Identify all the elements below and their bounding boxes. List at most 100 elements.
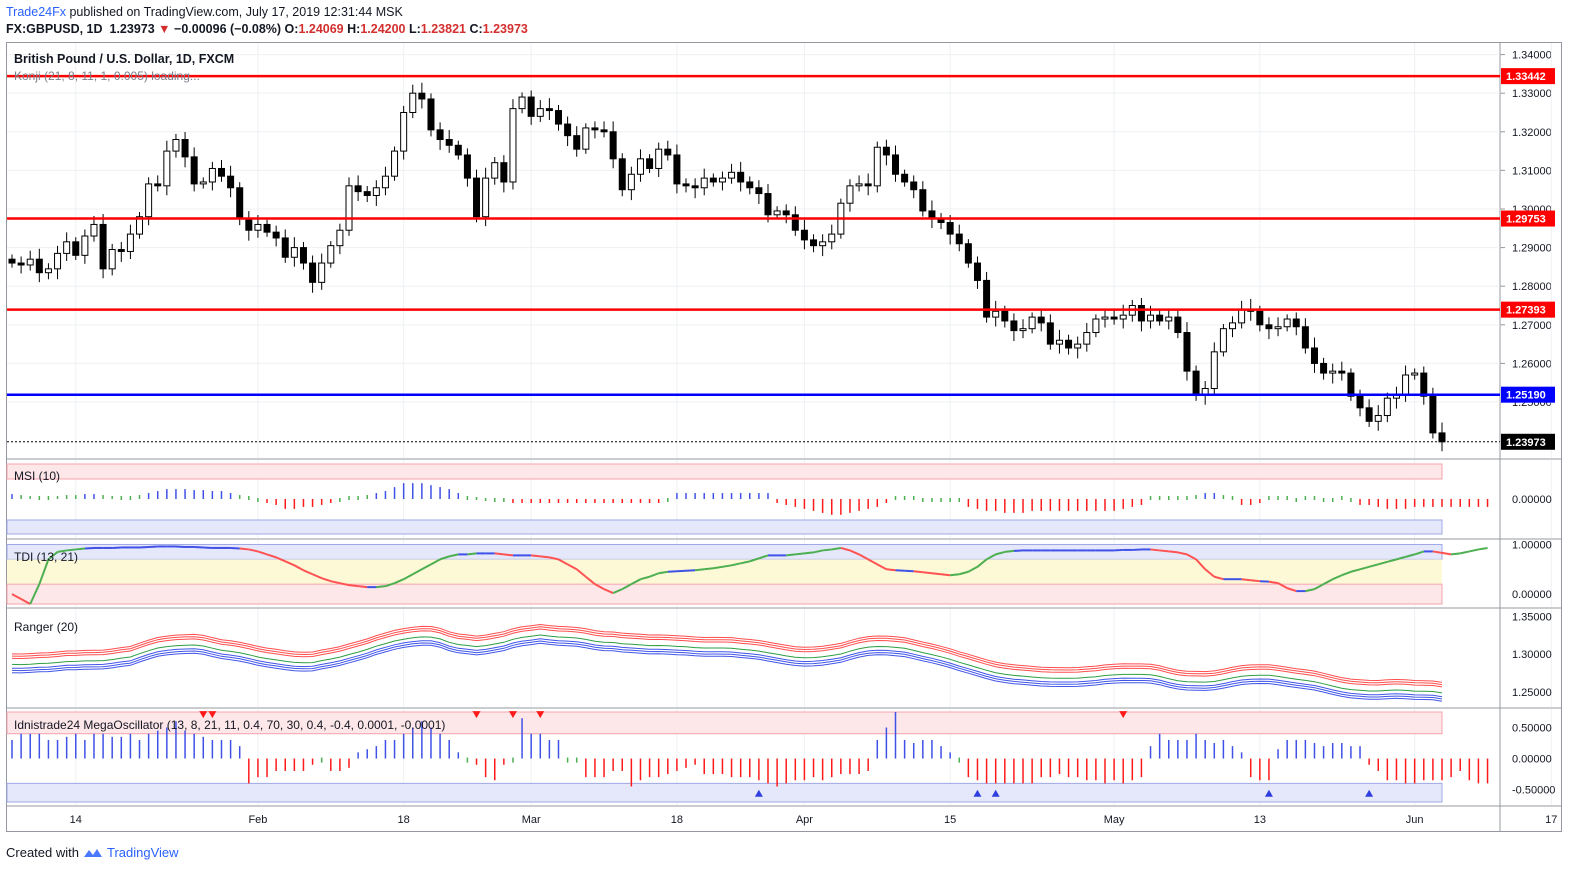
candle (618, 153, 626, 197)
candle-body (354, 185, 362, 193)
candle-body (810, 239, 818, 247)
candle (1165, 310, 1173, 330)
tdi-line-segment (630, 578, 641, 586)
x-tick-label: Jun (1406, 814, 1424, 826)
mega-y-tick-label: -0.50000 (1512, 785, 1555, 797)
x-tick-label: 14 (70, 814, 82, 826)
tdi-line-segment (29, 583, 41, 605)
candle (290, 237, 298, 267)
tdi-line-segment (695, 568, 705, 572)
candle-body (919, 189, 927, 212)
candle (1083, 323, 1091, 352)
mega-title: Idnistrade24 MegaOscillator (13, 8, 21, … (14, 718, 445, 732)
last-price-label: 1.23973 (1501, 433, 1555, 450)
y-tick-label: 1.29000 (1512, 243, 1552, 255)
candle-body (8, 258, 16, 264)
tdi-line-segment (813, 549, 823, 554)
tdi-line-segment (621, 583, 632, 591)
candle (17, 256, 25, 274)
candle-body (136, 216, 144, 235)
tdi-line-segment (995, 550, 1006, 556)
candle-body (527, 96, 535, 117)
candle-body (664, 148, 672, 156)
candle (746, 176, 754, 195)
candle-body (1438, 432, 1446, 443)
open-value: 1.24069 (298, 22, 344, 36)
candle (964, 239, 972, 268)
candle-body (1274, 326, 1282, 330)
candle (1429, 387, 1437, 439)
tdi-line-segment (47, 551, 59, 561)
candle (172, 133, 180, 158)
candle (72, 237, 80, 260)
mega-down-marker (472, 711, 481, 719)
tdi-line-segment (1195, 558, 1206, 570)
candle-body (1037, 316, 1045, 324)
candle (44, 263, 52, 280)
open-label: O: (284, 22, 299, 36)
candle (381, 166, 389, 196)
candle (409, 84, 417, 119)
tdi-line-segment (421, 563, 432, 571)
candle-body (190, 156, 198, 185)
mega-down-marker (208, 711, 217, 719)
candle-body (381, 175, 389, 189)
candle (1392, 386, 1400, 409)
candle-body (1347, 372, 1355, 397)
candle-body (1429, 395, 1437, 434)
tdi-line-segment (594, 583, 605, 591)
candle (973, 256, 981, 289)
candle (1010, 313, 1018, 342)
candle (318, 253, 326, 290)
tdi-line-segment (731, 562, 741, 567)
candle-body (1010, 320, 1018, 332)
tdi-line-segment (1250, 579, 1260, 583)
candle-body (509, 108, 517, 183)
tdi-line-segment (603, 588, 614, 595)
down-arrow-icon: ▼ (158, 22, 171, 36)
candle-body (600, 129, 608, 133)
candle-body (627, 173, 635, 191)
candle (682, 178, 690, 193)
tdi-line-segment (1268, 580, 1279, 585)
candle (582, 123, 590, 154)
tdi-line-segment (1469, 548, 1479, 553)
candle-body (655, 148, 663, 169)
candle-body (427, 98, 435, 131)
candle (463, 148, 471, 187)
candle-body (299, 247, 307, 264)
tdi-line-segment (439, 555, 450, 561)
candle-body (1119, 314, 1127, 320)
candle (1420, 366, 1428, 405)
candle-body (281, 237, 289, 258)
candle-body (700, 177, 708, 189)
candle-body (391, 150, 399, 177)
candle (1055, 329, 1063, 354)
mega-y-tick-label: 0.50000 (1512, 723, 1552, 735)
candle-body (482, 177, 490, 218)
tdi-line-segment (503, 553, 514, 557)
candle (664, 140, 672, 161)
msi-y-tick-label: 0.00000 (1512, 494, 1552, 506)
ranger-y-tick-label: 1.35000 (1512, 612, 1552, 624)
tdi-line-segment (558, 558, 569, 566)
tradingview-link[interactable]: TradingView (106, 845, 179, 860)
candle-body (892, 154, 900, 175)
tdi-y-tick-label: 1.00000 (1512, 539, 1552, 551)
mega-down-marker (1119, 711, 1128, 719)
tdi-upper-band (6, 543, 1443, 560)
tdi-line-segment (1450, 552, 1461, 556)
candle-body (609, 131, 617, 160)
candle-body (1201, 388, 1209, 395)
tdi-line-segment (1341, 570, 1352, 577)
candle-body (1092, 318, 1100, 334)
candle-body (819, 241, 827, 247)
tdi-line-segment (303, 569, 313, 576)
candle (126, 224, 134, 259)
tdi-line-segment (1150, 548, 1160, 552)
tdi-line-segment (585, 575, 596, 585)
author-link[interactable]: Trade24Fx (6, 5, 66, 19)
tdi-line-segment (795, 552, 805, 556)
tdi-line-segment (66, 548, 76, 552)
